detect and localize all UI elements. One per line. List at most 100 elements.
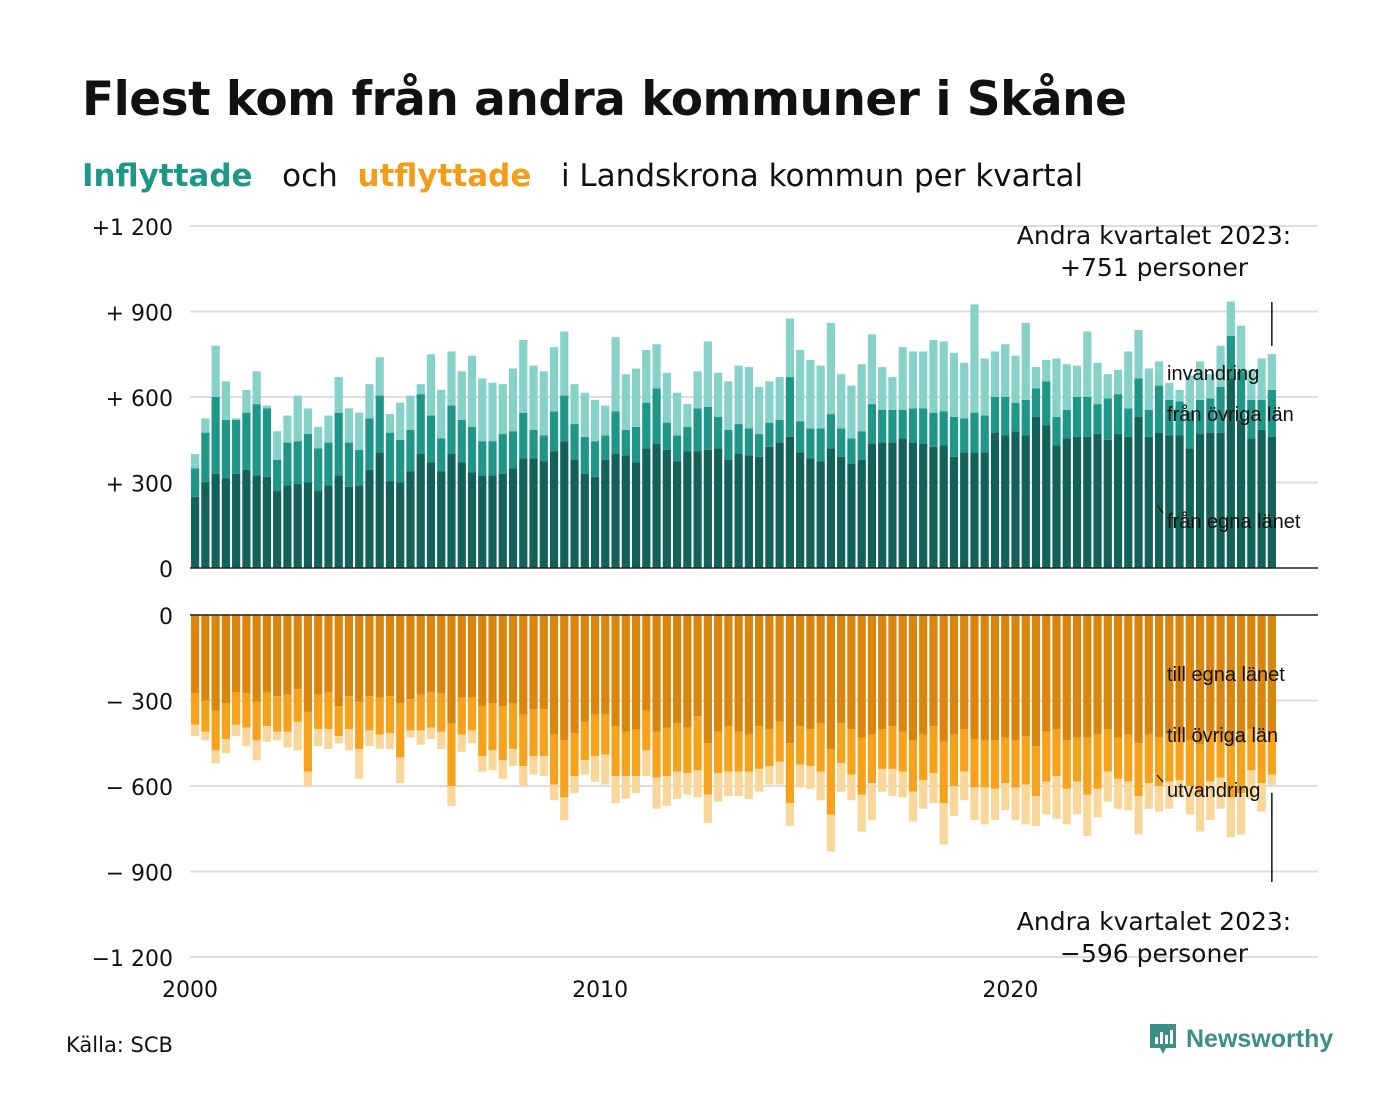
outflow-bar-51 bbox=[714, 615, 723, 802]
y-tick-label-top-2: + 600 bbox=[106, 387, 173, 412]
outflow-emigration-segment bbox=[1093, 788, 1102, 818]
subtitle-inflow-word: Inflyttade bbox=[82, 158, 253, 194]
inflow-own-segment bbox=[703, 449, 712, 568]
outflow-own-segment bbox=[201, 615, 210, 701]
outflow-own-segment bbox=[611, 615, 620, 727]
inflow-other-segment bbox=[1072, 397, 1082, 437]
outflow-emigration-segment bbox=[1144, 783, 1153, 809]
outflow-emigration-segment bbox=[744, 771, 753, 799]
series-connector-own-in bbox=[1156, 504, 1164, 514]
outflow-other-segment bbox=[1247, 729, 1256, 771]
source-note: Källa: SCB bbox=[66, 1033, 173, 1057]
outflow-bar-30 bbox=[498, 615, 507, 779]
inflow-immigration-segment bbox=[826, 322, 836, 415]
outflow-emigration-segment bbox=[447, 786, 456, 806]
outflow-other-segment bbox=[560, 740, 569, 798]
outflow-bar-72 bbox=[929, 615, 938, 804]
outflow-emigration-segment bbox=[570, 776, 579, 794]
outflow-emigration-segment bbox=[611, 776, 620, 804]
outflow-bar-23 bbox=[426, 615, 436, 739]
inflow-own-segment bbox=[1144, 436, 1153, 568]
inflow-immigration-segment bbox=[1257, 358, 1266, 400]
outflow-other-segment bbox=[334, 706, 343, 737]
outflow-emigration-segment bbox=[334, 736, 343, 744]
outflow-own-segment bbox=[1072, 615, 1082, 738]
outflow-other-segment bbox=[549, 734, 559, 785]
outflow-bar-17 bbox=[365, 615, 374, 747]
series-label-invandring: invandring bbox=[1167, 363, 1259, 385]
inflow-immigration-segment bbox=[1165, 382, 1174, 400]
outflow-other-segment bbox=[211, 710, 220, 751]
outflow-bar-22 bbox=[416, 615, 425, 745]
outflow-emigration-segment bbox=[293, 721, 302, 751]
inflow-own-segment bbox=[1175, 435, 1184, 568]
inflow-bar-70 bbox=[908, 351, 918, 568]
inflow-own-segment bbox=[796, 452, 805, 568]
inflow-immigration-segment bbox=[375, 357, 384, 396]
inflow-own-segment bbox=[314, 491, 323, 568]
outflow-emigration-segment bbox=[652, 777, 661, 809]
inflow-own-segment bbox=[283, 485, 292, 568]
outflow-emigration-segment bbox=[878, 768, 887, 792]
outflow-own-segment bbox=[796, 615, 805, 727]
inflow-immigration-segment bbox=[273, 431, 282, 460]
inflow-other-segment bbox=[672, 435, 682, 462]
outflow-own-segment bbox=[570, 615, 579, 734]
outflow-own-segment bbox=[714, 615, 723, 732]
outflow-own-segment bbox=[1236, 615, 1246, 744]
inflow-bar-35 bbox=[549, 347, 559, 568]
outflow-own-segment bbox=[191, 615, 200, 694]
inflow-immigration-segment bbox=[262, 405, 272, 409]
outflow-other-segment bbox=[283, 694, 292, 732]
outflow-own-segment bbox=[447, 615, 456, 724]
outflow-emigration-segment bbox=[467, 730, 477, 744]
outflow-own-segment bbox=[744, 615, 753, 735]
inflow-own-segment bbox=[488, 475, 497, 568]
inflow-own-segment bbox=[385, 481, 395, 568]
inflow-other-segment bbox=[539, 435, 548, 462]
outflow-emigration-segment bbox=[601, 754, 610, 785]
inflow-other-segment bbox=[980, 415, 989, 453]
y-tick-label-top-1: + 900 bbox=[106, 302, 173, 327]
outflow-own-segment bbox=[1134, 615, 1143, 744]
outflow-bar-67 bbox=[878, 615, 887, 792]
outflow-own-segment bbox=[837, 615, 846, 724]
outflow-emigration-segment bbox=[221, 738, 230, 754]
outflow-bar-18 bbox=[375, 615, 384, 749]
outflow-bar-8 bbox=[273, 615, 282, 741]
inflow-other-segment bbox=[929, 412, 938, 447]
inflow-own-segment bbox=[232, 473, 241, 568]
outflow-bars bbox=[191, 615, 1276, 852]
outflow-bar-102 bbox=[1236, 615, 1246, 835]
inflow-bar-53 bbox=[734, 365, 743, 568]
inflow-other-segment bbox=[457, 419, 466, 463]
outflow-own-segment bbox=[1175, 615, 1184, 735]
outflow-bar-56 bbox=[765, 615, 774, 785]
inflow-immigration-segment bbox=[672, 392, 682, 436]
inflow-own-segment bbox=[1247, 438, 1256, 568]
inflow-bar-75 bbox=[960, 362, 969, 568]
outflow-own-segment bbox=[662, 615, 671, 728]
inflow-bar-74 bbox=[949, 352, 959, 568]
inflow-bar-84 bbox=[1052, 358, 1061, 568]
inflow-own-segment bbox=[775, 442, 784, 568]
outflow-emigration-segment bbox=[416, 730, 425, 745]
outflow-own-segment bbox=[1113, 615, 1123, 738]
inflow-own-segment bbox=[324, 485, 333, 568]
outflow-emigration-segment bbox=[929, 773, 938, 804]
inflow-other-segment bbox=[847, 438, 856, 464]
inflow-bar-61 bbox=[816, 365, 825, 568]
inflow-bar-23 bbox=[426, 354, 436, 568]
outflow-emigration-segment bbox=[847, 774, 856, 801]
outflow-other-segment bbox=[693, 716, 702, 771]
inflow-other-segment bbox=[221, 419, 230, 479]
inflow-other-segment bbox=[529, 429, 538, 459]
outflow-own-segment bbox=[1011, 615, 1020, 741]
outflow-own-segment bbox=[355, 615, 364, 702]
outflow-bar-25 bbox=[447, 615, 456, 806]
inflow-bar-104 bbox=[1257, 358, 1266, 568]
inflow-own-segment bbox=[375, 452, 384, 568]
inflow-own-segment bbox=[570, 459, 579, 568]
inflow-immigration-segment bbox=[1206, 374, 1215, 399]
outflow-own-segment bbox=[775, 615, 784, 722]
